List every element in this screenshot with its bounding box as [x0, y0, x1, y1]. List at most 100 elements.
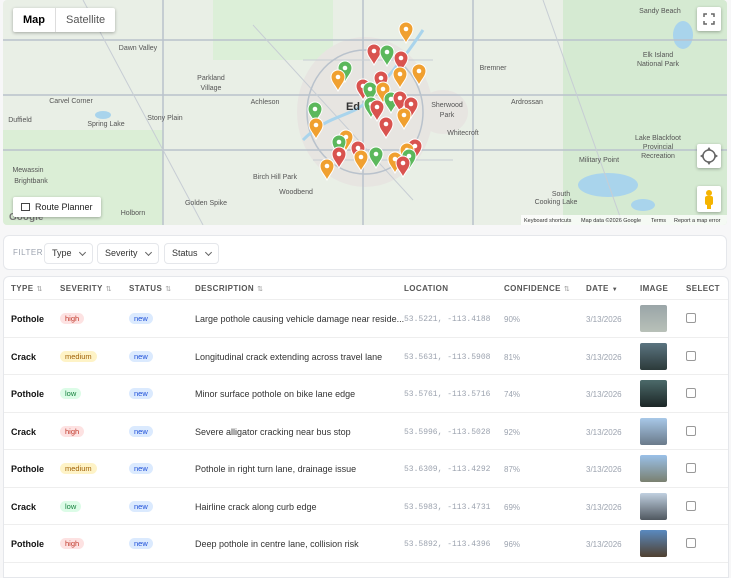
pin-dot: [359, 155, 364, 160]
severity-badge: high: [60, 538, 84, 549]
place-label: Parkland: [197, 75, 225, 82]
type-cell: Pothole: [11, 389, 44, 399]
lake: [578, 173, 638, 197]
column-header[interactable]: SEVERITY⇅: [60, 284, 112, 293]
place-label: Cooking Lake: [535, 199, 578, 206]
column-header[interactable]: TYPE⇅: [11, 284, 43, 293]
table-row[interactable]: [4, 562, 728, 578]
location-cell: 53.5892, -113.4396: [404, 540, 490, 549]
pin-dot: [368, 87, 373, 92]
image-thumbnail[interactable]: [640, 380, 667, 407]
select-checkbox[interactable]: [686, 501, 696, 511]
fullscreen-button[interactable]: [697, 7, 721, 31]
status-dropdown[interactable]: Status: [164, 243, 219, 264]
status-badge: new: [129, 351, 153, 362]
map-icon: [21, 203, 30, 211]
severity-badge: medium: [60, 463, 97, 474]
street-view[interactable]: [697, 186, 721, 212]
status-badge: new: [129, 388, 153, 399]
confidence-cell: 69%: [504, 503, 520, 512]
place-label: Dawn Valley: [119, 45, 158, 52]
confidence-cell: 96%: [504, 540, 520, 549]
filter-label: FILTER: [13, 248, 43, 257]
column-header[interactable]: CONFIDENCE⇅: [504, 284, 570, 293]
severity-dropdown[interactable]: Severity: [97, 243, 159, 264]
confidence-cell: 74%: [504, 390, 520, 399]
place-label: National Park: [637, 61, 680, 68]
place-label: Recreation: [641, 153, 675, 160]
place-label: Park: [440, 112, 455, 119]
image-thumbnail[interactable]: [640, 343, 667, 370]
type-cell: Pothole: [11, 464, 44, 474]
pin-dot: [417, 69, 422, 74]
location-cell: 53.5631, -113.5908: [404, 353, 490, 362]
pin-dot: [337, 152, 342, 157]
pin-dot: [372, 49, 377, 54]
column-header: SELECT: [686, 284, 720, 293]
column-header: IMAGE: [640, 284, 668, 293]
place-label: South: [552, 191, 570, 198]
select-checkbox[interactable]: [686, 388, 696, 398]
footer-link[interactable]: Report a map error: [674, 218, 721, 224]
place-label: Sherwood: [431, 102, 463, 109]
status-badge: new: [129, 463, 153, 474]
select-checkbox[interactable]: [686, 313, 696, 323]
column-header[interactable]: STATUS⇅: [129, 284, 171, 293]
date-cell: 3/13/2026: [586, 315, 622, 324]
image-thumbnail[interactable]: [640, 493, 667, 520]
select-checkbox[interactable]: [686, 351, 696, 361]
date-cell: 3/13/2026: [586, 503, 622, 512]
place-label: Duffield: [8, 117, 32, 124]
pin-dot: [404, 27, 409, 32]
satellite-tab[interactable]: Satellite: [56, 8, 115, 32]
footer-link[interactable]: Terms: [651, 218, 666, 224]
place-label: Whitecroft: [447, 130, 479, 137]
image-thumbnail[interactable]: [640, 305, 667, 332]
select-checkbox[interactable]: [686, 426, 696, 436]
description-cell: Hairline crack along curb edge: [195, 502, 317, 512]
select-checkbox[interactable]: [686, 463, 696, 473]
route-planner-button[interactable]: Route Planner: [13, 197, 101, 217]
confidence-cell: 90%: [504, 315, 520, 324]
place-label: Provincial: [643, 144, 674, 151]
sort-icon: ⇅: [106, 286, 112, 293]
map-tab[interactable]: Map: [13, 8, 56, 32]
location-cell: 53.5983, -113.4731: [404, 503, 490, 512]
pin-dot: [401, 161, 406, 166]
image-thumbnail[interactable]: [640, 418, 667, 445]
footer-link[interactable]: Map data ©2026 Google: [581, 217, 641, 224]
park-area: [213, 0, 333, 60]
pin-dot: [379, 76, 384, 81]
place-label: Lake Blackfoot: [635, 135, 681, 142]
pin-dot: [325, 164, 330, 169]
filter-bar: FILTER Type Severity Status: [3, 235, 727, 270]
location-cell: 53.5761, -113.5716: [404, 390, 490, 399]
image-thumbnail[interactable]: [640, 455, 667, 482]
type-dropdown[interactable]: Type: [44, 243, 93, 264]
camera-control[interactable]: [697, 144, 721, 168]
place-label: Mewassin: [12, 167, 43, 174]
severity-badge: medium: [60, 351, 97, 362]
pin-dot: [398, 72, 403, 77]
place-label: Stony Plain: [147, 115, 183, 122]
image-thumbnail[interactable]: [640, 530, 667, 557]
select-checkbox[interactable]: [686, 538, 696, 548]
type-cell: Pothole: [11, 539, 44, 549]
footer-link[interactable]: Keyboard shortcuts: [524, 218, 572, 224]
place-label: Birch Hill Park: [253, 174, 297, 181]
column-header[interactable]: DESCRIPTION⇅: [195, 284, 263, 293]
place-label: Achleson: [251, 99, 280, 106]
column-header[interactable]: DATE▼: [586, 284, 618, 293]
pin-dot: [356, 146, 361, 151]
lake: [673, 21, 693, 49]
description-cell: Minor surface pothole on bike lane edge: [195, 389, 355, 399]
